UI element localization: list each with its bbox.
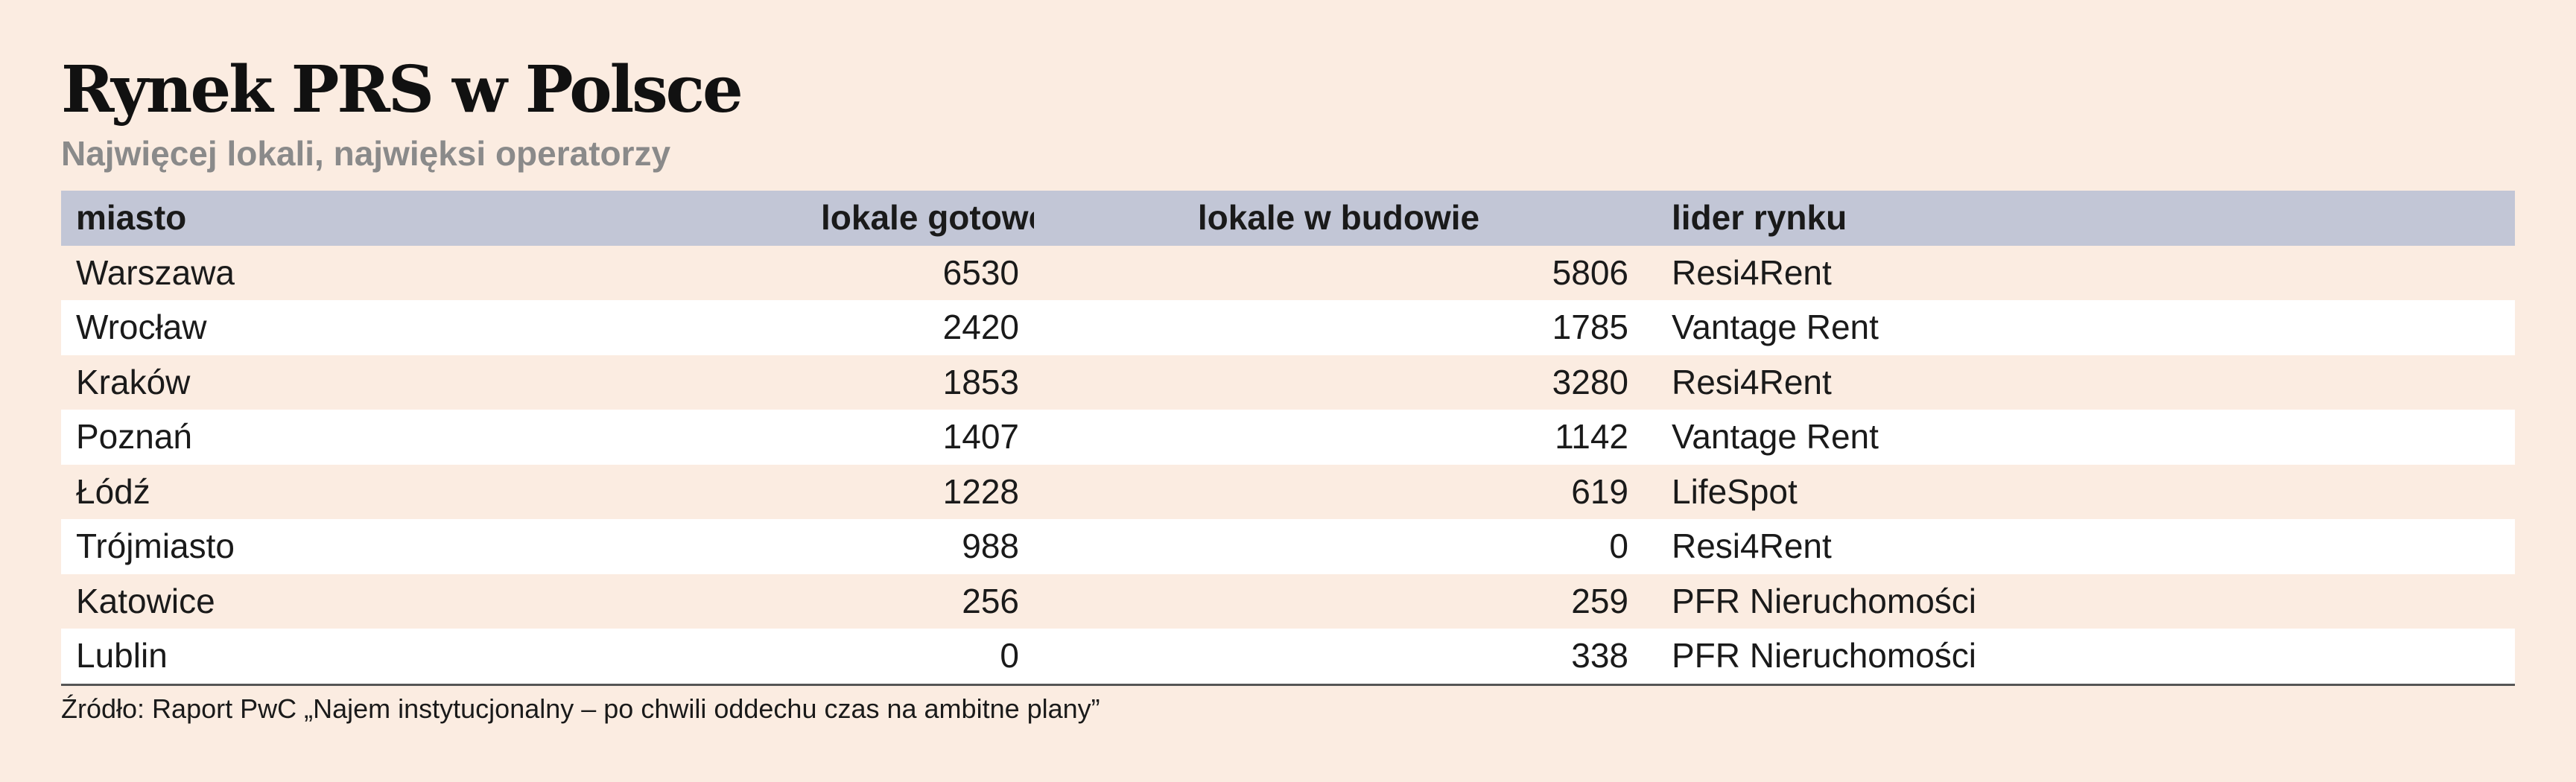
- cell-ready-units: 0: [806, 629, 1034, 686]
- cell-city: Łódź: [76, 471, 150, 511]
- source-note: Źródło: Raport PwC „Najem instytucjonaln…: [61, 693, 1100, 724]
- cell-units-under-construction: 3280: [1552, 362, 1628, 401]
- column-header-market-leader: lider rynku: [1672, 198, 1847, 237]
- cell-city: Katowice: [76, 581, 215, 620]
- cell-ready-units: 988: [962, 527, 1019, 565]
- table-header-row: miasto lokale gotowe lokale w budowie li…: [61, 191, 2515, 246]
- page-title: Rynek PRS w Polsce: [61, 52, 743, 127]
- cell-market-leader: Vantage Rent: [1672, 417, 1879, 456]
- cell-ready-units: 2420: [942, 308, 1019, 346]
- cell-units-under-construction: 1142: [1555, 417, 1628, 456]
- cell-units-under-construction: 5806: [1552, 252, 1628, 292]
- cell-city: Wrocław: [76, 308, 207, 346]
- cell-city: Kraków: [76, 362, 191, 401]
- table-row: Poznań 1407 1142 Vantage Rent: [61, 410, 2515, 465]
- cell-ready-units: 256: [962, 581, 1019, 620]
- prs-market-table: miasto lokale gotowe lokale w budowie li…: [61, 191, 2515, 686]
- cell-city: Poznań: [76, 417, 193, 456]
- cell-market-leader: LifeSpot: [1672, 471, 1798, 511]
- cell-market-leader: PFR Nieruchomości: [1672, 581, 1976, 620]
- cell-units-under-construction: 0: [1609, 527, 1628, 565]
- table-row: Warszawa 6530 5806 Resi4Rent: [61, 245, 2515, 300]
- table-row: Trójmiasto 988 0 Resi4Rent: [61, 519, 2515, 574]
- table-row: Katowice 256 259 PFR Nieruchomości: [61, 573, 2515, 629]
- cell-ready-units: 1407: [942, 417, 1019, 456]
- page-subtitle: Najwięcej lokali, najwięksi operatorzy: [61, 134, 671, 173]
- cell-market-leader: Resi4Rent: [1672, 362, 1832, 401]
- table-row: Kraków 1853 3280 Resi4Rent: [61, 355, 2515, 410]
- cell-units-under-construction: 1785: [1552, 308, 1628, 346]
- cell-ready-units: 6530: [942, 252, 1019, 292]
- table-row: Łódź 1228 619 LifeSpot: [61, 464, 2515, 519]
- cell-city: Lublin: [61, 629, 806, 686]
- cell-units-under-construction: 338: [1034, 629, 1643, 686]
- cell-market-leader: PFR Nieruchomości: [1643, 629, 2515, 686]
- table-row: Lublin 0 338 PFR Nieruchomości: [61, 629, 2515, 686]
- table-row: Wrocław 2420 1785 Vantage Rent: [61, 300, 2515, 355]
- cell-ready-units: 1228: [942, 471, 1019, 511]
- cell-ready-units: 1853: [942, 362, 1019, 401]
- cell-city: Trójmiasto: [76, 527, 235, 565]
- column-header-city: miasto: [76, 198, 187, 237]
- cell-units-under-construction: 619: [1571, 471, 1628, 511]
- cell-units-under-construction: 259: [1571, 581, 1628, 620]
- cell-city: Warszawa: [76, 252, 235, 292]
- cell-market-leader: Vantage Rent: [1672, 308, 1879, 346]
- cell-market-leader: Resi4Rent: [1672, 252, 1832, 292]
- column-header-units-under-construction: lokale w budowie: [1197, 198, 1480, 237]
- cell-market-leader: Resi4Rent: [1672, 527, 1832, 565]
- column-header-ready-units: lokale gotowe: [821, 198, 1034, 237]
